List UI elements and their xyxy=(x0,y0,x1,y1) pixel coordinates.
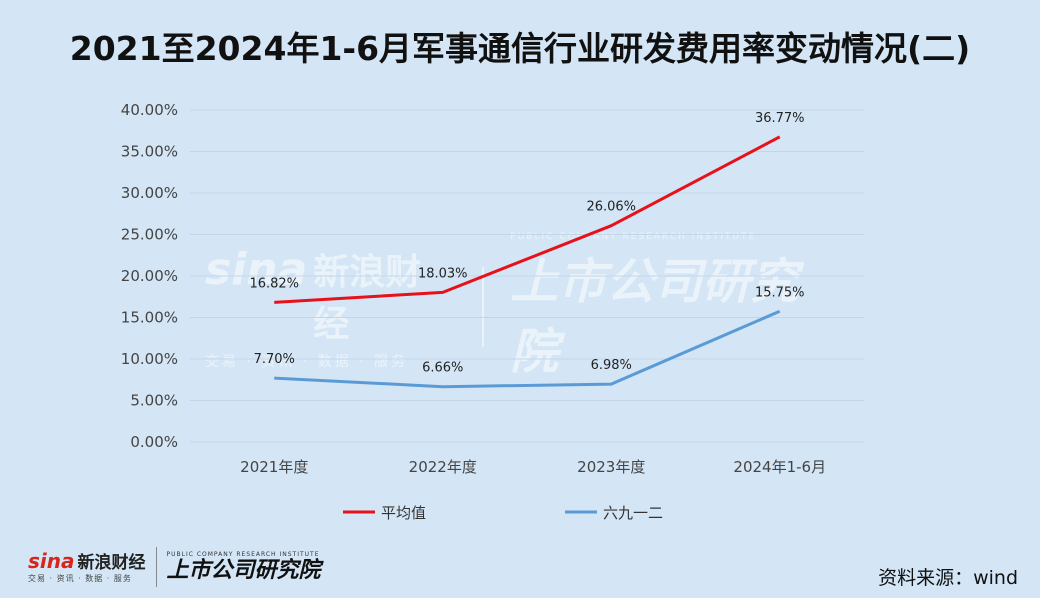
logo-divider xyxy=(155,547,157,587)
legend-label: 平均值 xyxy=(381,504,426,522)
y-tick-label: 20.00% xyxy=(121,267,178,285)
data-label: 15.75% xyxy=(755,285,805,300)
sina-finance-logo: sina 新浪财经 交易 · 资讯 · 数据 · 服务 xyxy=(28,551,146,583)
sina-logo-mark: sina xyxy=(28,549,75,573)
legend-label: 六九一二 xyxy=(603,504,663,522)
data-label: 6.66% xyxy=(422,361,463,376)
y-tick-label: 35.00% xyxy=(121,143,178,161)
data-label: 36.77% xyxy=(755,111,805,126)
data-label: 18.03% xyxy=(418,266,468,281)
y-tick-label: 5.00% xyxy=(130,392,178,410)
y-tick-label: 40.00% xyxy=(121,101,178,119)
x-tick-label: 2022年度 xyxy=(409,458,477,476)
sina-logo-tagline: 交易 · 资讯 · 数据 · 服务 xyxy=(28,574,132,583)
y-tick-label: 15.00% xyxy=(121,309,178,327)
y-tick-label: 0.00% xyxy=(130,433,178,451)
x-tick-label: 2024年1-6月 xyxy=(733,458,826,476)
footer-logo: sina 新浪财经 交易 · 资讯 · 数据 · 服务 PUBLIC COMPA… xyxy=(28,544,321,590)
series-line-1 xyxy=(274,135,781,304)
chart-title: 2021至2024年1-6月军事通信行业研发费用率变动情况(二) xyxy=(69,29,971,68)
institute-logo-cn: 上市公司研究院 xyxy=(166,558,321,583)
y-tick-label: 25.00% xyxy=(121,226,178,244)
data-label: 16.82% xyxy=(249,276,299,291)
x-tick-label: 2021年度 xyxy=(240,458,308,476)
y-tick-label: 10.00% xyxy=(121,350,178,368)
data-label: 7.70% xyxy=(254,352,295,367)
institute-logo-en: PUBLIC COMPANY RESEARCH INSTITUTE xyxy=(166,551,320,558)
source-note: 资料来源：wind xyxy=(878,567,1018,589)
x-tick-label: 2023年度 xyxy=(577,458,645,476)
data-label: 6.98% xyxy=(591,358,632,373)
data-label: 26.06% xyxy=(586,200,636,215)
y-tick-label: 30.00% xyxy=(121,184,178,202)
institute-logo: PUBLIC COMPANY RESEARCH INSTITUTE 上市公司研究… xyxy=(167,552,321,582)
series-line-2 xyxy=(274,309,781,389)
sina-logo-name: 新浪财经 xyxy=(77,553,146,573)
